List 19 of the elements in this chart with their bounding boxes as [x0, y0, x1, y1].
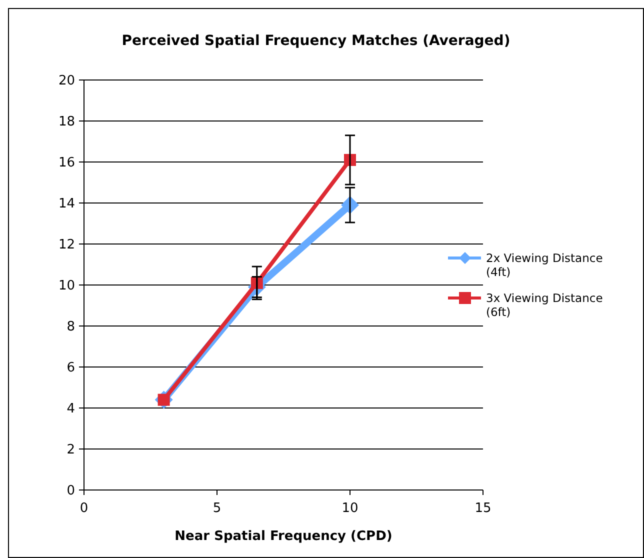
y-tick-label: 18: [58, 114, 75, 130]
x-axis-title: Near Spatial Frequency (CPD): [174, 529, 392, 544]
chart-title: Perceived Spatial Frequency Matches (Averaged): [122, 33, 510, 49]
y-tick-label: 10: [58, 278, 75, 294]
y-tick-label: 4: [66, 402, 75, 417]
y-tick-label: 20: [58, 74, 75, 89]
y-tick-label: 12: [58, 238, 75, 253]
x-tick-label: 10: [342, 501, 358, 516]
x-tick-label: 0: [80, 501, 88, 516]
x-tick-label: 5: [212, 501, 222, 516]
y-tick-label: 8: [66, 320, 75, 335]
y-tick-label: 2: [66, 442, 75, 458]
legend-label: 3x Viewing Distance (6ft): [486, 291, 603, 319]
y-tick-label: 14: [58, 196, 75, 212]
y-tick-label: 0: [66, 484, 75, 499]
y-tick-label: 6: [66, 360, 75, 376]
y-tick-label: 16: [58, 156, 75, 171]
legend-label: 2x Viewing Distance (4ft): [486, 251, 603, 279]
x-tick-label: 15: [474, 501, 492, 516]
